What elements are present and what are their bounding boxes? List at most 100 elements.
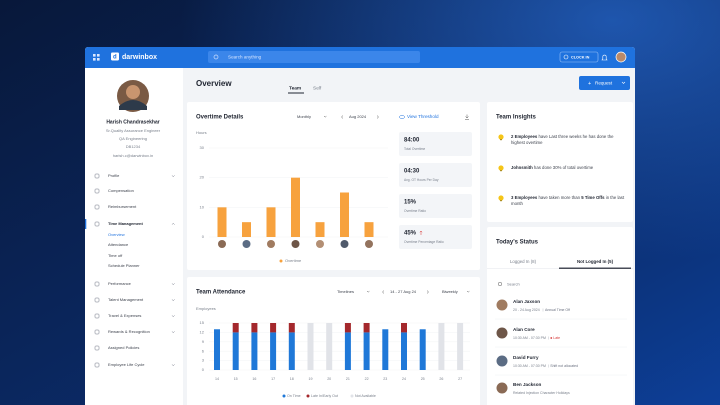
stacked-bar-segment	[270, 323, 277, 333]
stacked-bar-segment	[344, 323, 351, 333]
request-plus: +	[588, 81, 591, 87]
insight-copy: in the last month	[511, 195, 625, 206]
request-label: Request	[595, 81, 613, 86]
menu-item[interactable]: Compensation	[108, 188, 134, 193]
legend-swatch	[279, 259, 283, 263]
page-tab[interactable]: Self	[313, 85, 322, 91]
menu-item[interactable]: Time Management	[108, 221, 143, 226]
profile-name: Harish Chandrasekhar	[106, 119, 159, 125]
x-tick-label: 18	[290, 377, 294, 381]
menu-item[interactable]: Assigned Policies	[108, 345, 139, 350]
stat-label: Overtime Ratio	[404, 209, 426, 213]
y-tick-label: 30	[200, 145, 205, 150]
period-prev[interactable]	[341, 115, 344, 119]
apps-icon[interactable]	[93, 54, 100, 61]
range-prev[interactable]	[382, 290, 385, 294]
y-axis-label: Hours	[196, 130, 207, 135]
menu-chevron	[171, 222, 175, 225]
insight-icon	[498, 134, 504, 140]
x-tick-label: 22	[365, 377, 369, 381]
insight-highlight: 2 Employees	[511, 134, 538, 139]
stacked-bar-segment	[363, 323, 370, 333]
profile-department: QA Engineering	[119, 136, 147, 141]
status-tab[interactable]: Not Logged In (5)	[577, 259, 614, 264]
legend-label: Late In/Early Out	[311, 394, 338, 398]
submenu-item[interactable]: Attendance	[108, 242, 129, 247]
menu-item[interactable]: Employee Life Cycle	[108, 362, 145, 367]
submenu-item[interactable]: Overview	[108, 232, 125, 237]
bar	[242, 222, 251, 237]
attendance-card	[187, 277, 480, 405]
view-select[interactable]: Timelines	[337, 289, 354, 294]
y-tick-label: 0	[202, 234, 205, 239]
request-caret	[621, 81, 626, 84]
frequency-select[interactable]: Biweekly	[442, 289, 458, 294]
stacked-bar-segment	[401, 323, 407, 333]
clock-in-button[interactable]	[559, 51, 599, 63]
legend-swatch	[282, 394, 286, 398]
person-detail: 10:30 AM - 07:30 PM	[513, 336, 546, 340]
period-mode[interactable]: Monthly	[297, 114, 311, 119]
stacked-bar-segment	[214, 329, 220, 370]
range-next[interactable]	[426, 290, 429, 294]
threshold-link[interactable]: View Threshold	[407, 114, 439, 119]
search-icon	[213, 54, 219, 60]
insight-text: 2 Employees have Last three weeks he has…	[511, 134, 614, 145]
menu-icon	[94, 345, 100, 351]
page-tab[interactable]: Team	[289, 85, 301, 91]
person-status: Annual Time Off	[545, 308, 570, 312]
user-avatar[interactable]	[615, 51, 627, 63]
menu-icon	[94, 297, 100, 303]
tab-underline	[288, 92, 304, 94]
stat-value: 84:00	[404, 138, 420, 144]
menu-item[interactable]: Performance	[108, 281, 132, 286]
status-tab[interactable]: Logged In (8)	[510, 259, 537, 264]
logo-mark	[111, 52, 119, 61]
employee-avatar	[365, 240, 373, 248]
submenu-item[interactable]: Time off	[108, 253, 123, 258]
insight-copy: have Last three weeks he has done the hi…	[511, 134, 614, 145]
stacked-bar-segment	[270, 332, 277, 370]
person-avatar	[496, 299, 508, 311]
menu-icon	[94, 204, 100, 210]
search-box[interactable]	[208, 51, 420, 63]
stacked-bar-segment	[307, 323, 314, 370]
menu-chevron	[171, 175, 175, 178]
menu-item[interactable]: Rewards & Recognition	[108, 329, 150, 334]
stat-label: Avg. OT Hours Per Day	[404, 178, 439, 182]
menu-item[interactable]: Talent Management	[108, 297, 144, 302]
y-tick-label: 6	[202, 348, 205, 353]
status-search[interactable]: Search	[507, 281, 520, 286]
stacked-bar-segment	[401, 332, 407, 370]
insight-highlight: Johnsmith	[511, 165, 533, 170]
page-tabs: Team Self	[288, 85, 322, 94]
request-button[interactable]	[579, 76, 630, 90]
stat-label: Total Overtime	[404, 147, 425, 151]
download-icon[interactable]	[465, 114, 469, 120]
period: Aug 2024	[349, 114, 367, 119]
attendance-title: Team Attendance	[196, 290, 246, 296]
stacked-bar-segment	[288, 323, 295, 333]
legend-swatch	[350, 394, 354, 398]
stacked-bar-segment	[251, 332, 258, 370]
person-detail: 10:30 AM - 07:30 PM	[513, 364, 546, 368]
menu-icon	[94, 281, 100, 287]
period-next[interactable]	[376, 115, 379, 119]
menu-item[interactable]: Travel & Expenses	[108, 313, 141, 318]
stat-box	[399, 163, 472, 187]
insight-copy: have taken more than	[537, 195, 582, 200]
insight-copy: has done 30% of total overtime	[532, 165, 594, 170]
bar	[364, 222, 374, 237]
bell-icon[interactable]	[601, 54, 608, 61]
person-avatar	[496, 355, 508, 367]
insight-icon-base	[500, 200, 502, 202]
menu-item[interactable]: Reimbursement	[108, 204, 137, 209]
employee-avatar	[291, 240, 300, 248]
attendance-period: 14 - 27 Aug 24	[390, 289, 417, 294]
submenu-item[interactable]: Schedule Planner	[108, 263, 140, 268]
insight-highlight: 3 Employees	[511, 195, 538, 200]
x-tick-label: 27	[458, 377, 462, 381]
menu-item[interactable]: Profile	[108, 173, 120, 178]
insight-paragraph: 3 Employees have taken more than 5 Time …	[511, 195, 627, 207]
